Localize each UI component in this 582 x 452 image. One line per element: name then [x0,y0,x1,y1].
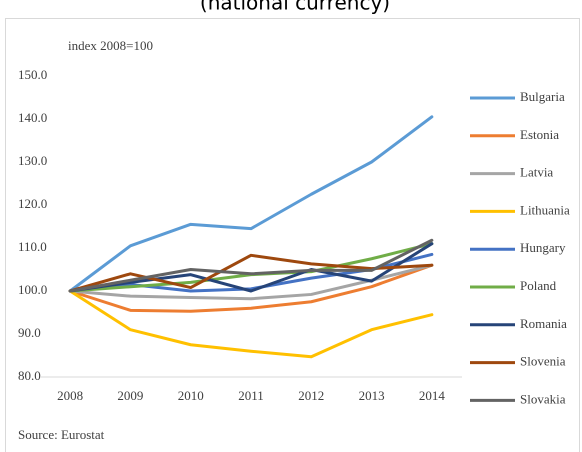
legend-label: Bulgaria [520,89,565,104]
series-line [68,289,434,359]
x-tick-label: 2008 [57,388,83,403]
x-tick-label: 2010 [178,388,204,403]
legend-label: Slovakia [520,391,566,406]
legend-label: Hungary [520,240,566,255]
series-line [68,238,434,293]
chart-title: (national currency) [200,0,390,15]
x-tick-label: 2011 [238,388,264,403]
legend-label: Romania [520,316,567,331]
x-tick-label: 2014 [419,388,446,403]
series-line [68,253,434,293]
series-line [68,263,434,313]
y-tick-label: 80.0 [18,368,41,383]
y-tick-label: 120.0 [18,196,47,211]
y-tick-label: 150.0 [18,67,47,82]
series-line [68,115,434,293]
series-line [68,242,434,293]
chart-frame [5,18,580,452]
y-axis-label: index 2008=100 [68,38,153,53]
legend-label: Slovenia [520,354,566,369]
y-tick-label: 140.0 [18,110,47,125]
y-tick-label: 110.0 [18,239,47,254]
legend-label: Estonia [520,127,559,142]
x-tick-label: 2009 [117,388,143,403]
source-note: Source: Eurostat [18,427,105,442]
y-tick-label: 100.0 [18,282,47,297]
legend-label: Poland [520,278,557,293]
legend-label: Latvia [520,165,553,180]
x-tick-label: 2013 [359,388,385,403]
x-tick-label: 2012 [298,388,324,403]
y-tick-label: 90.0 [18,325,41,340]
y-tick-label: 130.0 [18,153,47,168]
legend-label: Lithuania [520,202,570,217]
